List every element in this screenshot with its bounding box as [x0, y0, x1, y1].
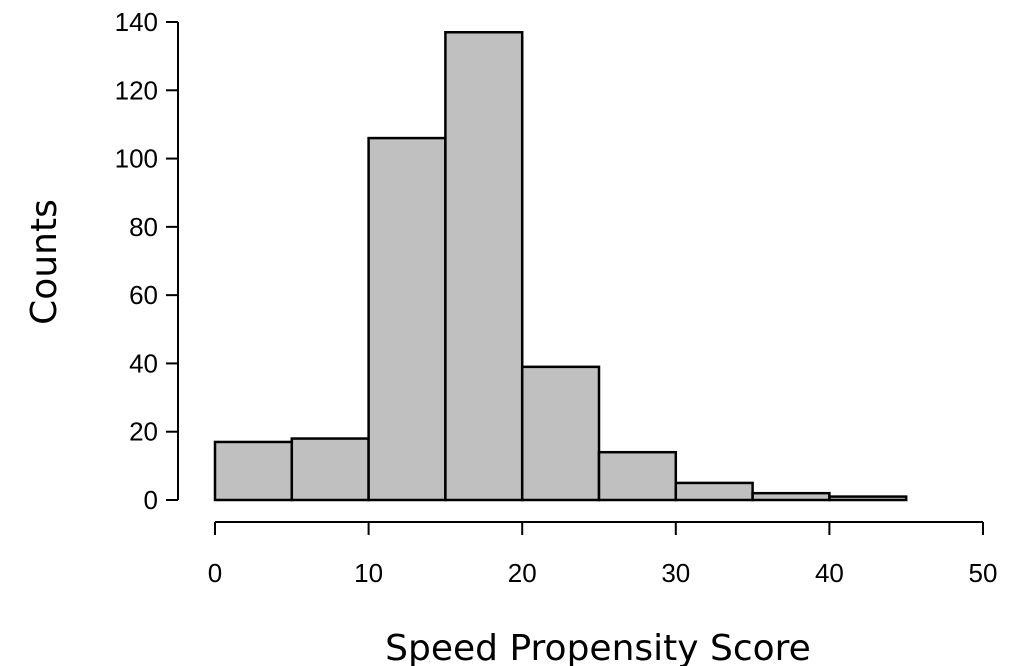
histogram-bar-7 — [751, 491, 831, 502]
x-axis-title: Speed Propensity Score — [385, 628, 811, 666]
x-tick-label: 0 — [208, 558, 222, 588]
y-tick-label: 40 — [129, 348, 158, 378]
x-tick-label: 40 — [815, 558, 844, 588]
x-tick-label: 10 — [354, 558, 383, 588]
x-tick-label: 50 — [969, 558, 998, 588]
histogram-bar-2 — [367, 136, 447, 502]
y-tick-label: 60 — [129, 280, 158, 310]
histogram-bar-8 — [828, 495, 908, 502]
y-tick-label: 80 — [129, 212, 158, 242]
y-tick-label: 140 — [115, 7, 158, 37]
x-tick-label: 20 — [508, 558, 537, 588]
histogram-bar-1 — [290, 437, 370, 502]
y-tick-label: 0 — [144, 485, 158, 515]
y-tick-label: 100 — [115, 144, 158, 174]
x-tick-label: 30 — [661, 558, 690, 588]
histogram-bar-4 — [520, 365, 601, 502]
histogram-bar-3 — [444, 30, 524, 502]
histogram-bar-0 — [213, 440, 294, 502]
y-tick-label: 120 — [115, 75, 158, 105]
y-tick-label: 20 — [129, 417, 158, 447]
histogram-bar-5 — [597, 450, 678, 502]
y-axis: 0 20 40 60 80 100 120 140 — [115, 7, 179, 515]
bars-group — [213, 30, 908, 502]
y-axis-title: Counts — [24, 199, 65, 325]
x-axis: 0 10 20 30 40 50 — [208, 521, 998, 588]
histogram-bar-6 — [674, 481, 754, 502]
